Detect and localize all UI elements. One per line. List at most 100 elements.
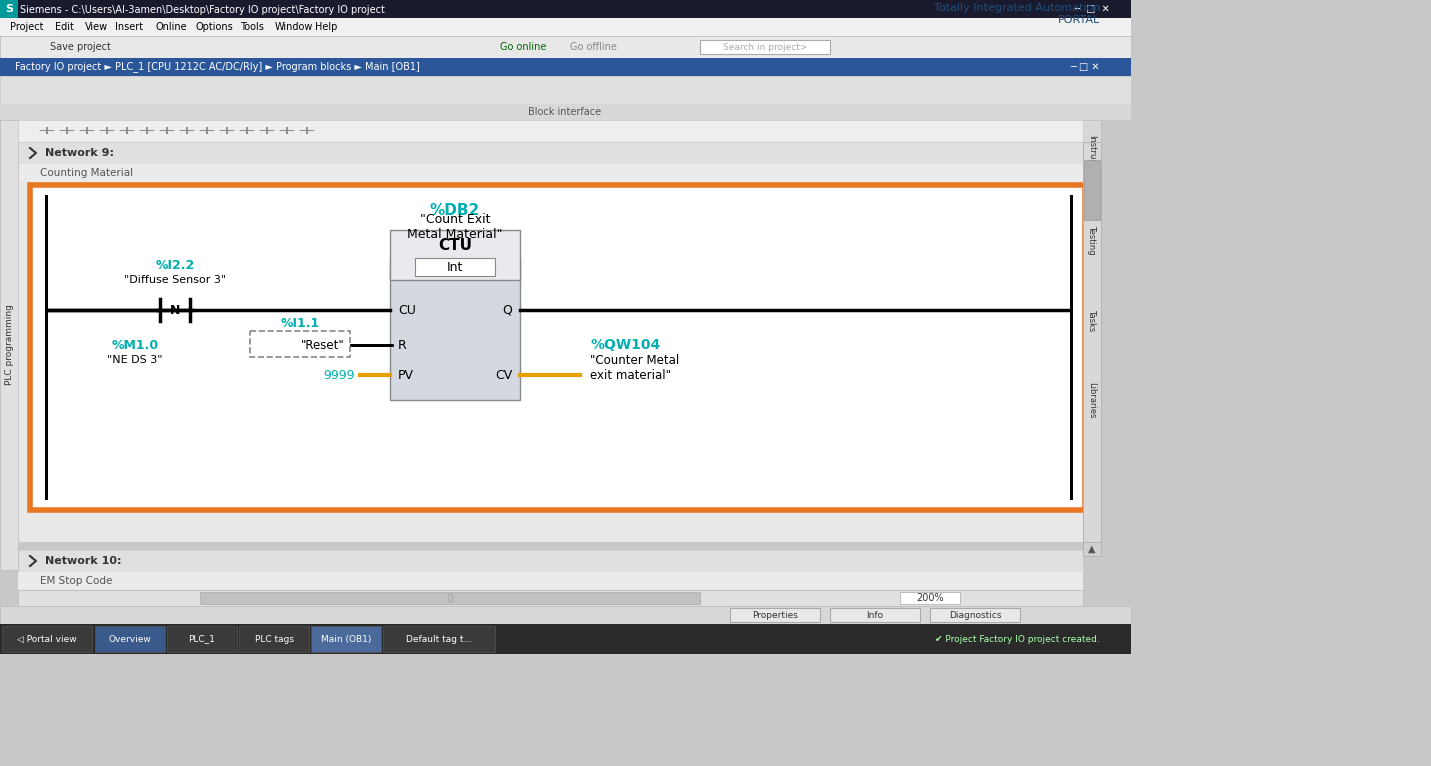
Bar <box>830 608 920 622</box>
Bar <box>0 120 19 570</box>
Text: %I1.1: %I1.1 <box>280 316 319 329</box>
Bar <box>44 195 49 500</box>
Text: Save project: Save project <box>50 42 110 52</box>
Text: Int: Int <box>446 260 464 273</box>
Text: ⊣⊢: ⊣⊢ <box>197 126 215 136</box>
Bar <box>900 592 960 604</box>
Bar <box>1083 142 1100 542</box>
Text: ⊣⊢: ⊣⊢ <box>177 126 195 136</box>
Text: Help: Help <box>315 22 338 32</box>
Text: R: R <box>398 339 406 352</box>
Text: Network 9:: Network 9: <box>44 148 114 158</box>
Bar <box>930 608 1020 622</box>
Bar <box>94 626 165 652</box>
Text: Libraries: Libraries <box>1088 381 1096 418</box>
Bar <box>0 606 1130 624</box>
Bar <box>391 260 519 400</box>
Text: Info: Info <box>866 611 883 620</box>
Text: Diagnostics: Diagnostics <box>949 611 1002 620</box>
Text: Main (OB1): Main (OB1) <box>321 634 371 643</box>
Text: Properties: Properties <box>753 611 798 620</box>
Text: Siemens - C:\Users\AI-3amen\Desktop\Factory IO project\Factory IO project: Siemens - C:\Users\AI-3amen\Desktop\Fact… <box>20 5 385 15</box>
Text: N: N <box>170 303 180 316</box>
Text: ⊣⊢: ⊣⊢ <box>238 126 255 136</box>
Text: ─  □  ✕: ─ □ ✕ <box>1075 4 1110 14</box>
Bar <box>311 626 381 652</box>
Text: EM Stop Code: EM Stop Code <box>40 576 113 586</box>
Bar <box>19 572 1083 590</box>
Bar <box>1083 542 1100 556</box>
Bar <box>200 592 700 604</box>
Text: ⊣⊢: ⊣⊢ <box>137 126 155 136</box>
Text: "Count Exit
Metal Material": "Count Exit Metal Material" <box>408 213 502 241</box>
Bar <box>0 624 1130 654</box>
Bar <box>1 626 92 652</box>
Text: ⊣⊢: ⊣⊢ <box>117 126 135 136</box>
Text: "NE DS 3": "NE DS 3" <box>107 355 163 365</box>
Text: ─ □ ✕: ─ □ ✕ <box>1070 62 1100 72</box>
Text: ⊣⊢: ⊣⊢ <box>79 126 94 136</box>
Text: ⊣⊢: ⊣⊢ <box>39 126 54 136</box>
Text: ▲: ▲ <box>1088 544 1096 554</box>
Bar <box>167 626 238 652</box>
Bar <box>0 0 1130 18</box>
Text: "Diffuse Sensor 3": "Diffuse Sensor 3" <box>124 275 226 285</box>
Bar <box>384 626 495 652</box>
Text: PLC_1: PLC_1 <box>189 634 216 643</box>
Text: ⊣⊢: ⊣⊢ <box>59 126 74 136</box>
Text: ⬛: ⬛ <box>448 594 452 603</box>
Bar <box>239 626 309 652</box>
Text: Insert: Insert <box>114 22 143 32</box>
Text: CU: CU <box>398 303 416 316</box>
Text: %DB2: %DB2 <box>429 202 481 218</box>
Bar <box>19 590 1083 606</box>
Text: CTU: CTU <box>438 237 472 253</box>
Bar <box>1085 160 1100 220</box>
Text: Q: Q <box>502 303 512 316</box>
Bar <box>19 120 1083 142</box>
Text: %QW104: %QW104 <box>590 338 660 352</box>
Text: Search in project>: Search in project> <box>723 43 807 51</box>
Text: Project: Project <box>10 22 43 32</box>
Text: Block interface: Block interface <box>528 107 601 117</box>
Text: PLC tags: PLC tags <box>255 634 293 643</box>
Bar <box>0 18 1130 36</box>
Text: Online: Online <box>155 22 186 32</box>
Text: ⊣⊢: ⊣⊢ <box>218 126 235 136</box>
Text: Default tag t...: Default tag t... <box>406 634 472 643</box>
Bar <box>19 142 1083 164</box>
Text: PLC programming: PLC programming <box>4 305 13 385</box>
Bar <box>19 164 1083 182</box>
Text: Go offline: Go offline <box>570 42 617 52</box>
Text: S: S <box>6 4 13 14</box>
Text: ⊣⊢: ⊣⊢ <box>298 126 315 136</box>
Text: ◁ Portal view: ◁ Portal view <box>17 634 77 643</box>
Text: Counting Material: Counting Material <box>40 168 133 178</box>
Text: PV: PV <box>398 368 414 381</box>
Bar <box>0 36 1130 58</box>
Text: ⊣⊢: ⊣⊢ <box>157 126 175 136</box>
Bar <box>250 331 351 357</box>
Text: ⊣⊢: ⊣⊢ <box>97 126 114 136</box>
Text: Testing: Testing <box>1088 225 1096 255</box>
Text: Factory IO project ► PLC_1 [CPU 1212C AC/DC/Rly] ► Program blocks ► Main [OB1]: Factory IO project ► PLC_1 [CPU 1212C AC… <box>14 61 419 73</box>
Text: Go online: Go online <box>499 42 547 52</box>
Text: "Counter Metal: "Counter Metal <box>590 354 680 366</box>
Text: 200%: 200% <box>916 593 944 603</box>
Text: exit material": exit material" <box>590 368 671 381</box>
Bar <box>1070 195 1073 500</box>
Text: Options: Options <box>195 22 233 32</box>
Bar <box>19 142 1083 542</box>
Bar <box>700 40 830 54</box>
Bar <box>391 230 519 280</box>
Text: "Reset": "Reset" <box>302 339 345 352</box>
Bar <box>19 550 1083 572</box>
Text: Tools: Tools <box>240 22 263 32</box>
Bar <box>415 258 495 276</box>
Bar <box>1083 120 1100 550</box>
Text: 9999: 9999 <box>323 368 355 381</box>
Text: ⊣⊢: ⊣⊢ <box>258 126 275 136</box>
Bar <box>0 104 1130 120</box>
Text: ⊣⊢: ⊣⊢ <box>278 126 295 136</box>
Text: ✔ Project Factory IO project created.: ✔ Project Factory IO project created. <box>936 634 1100 643</box>
